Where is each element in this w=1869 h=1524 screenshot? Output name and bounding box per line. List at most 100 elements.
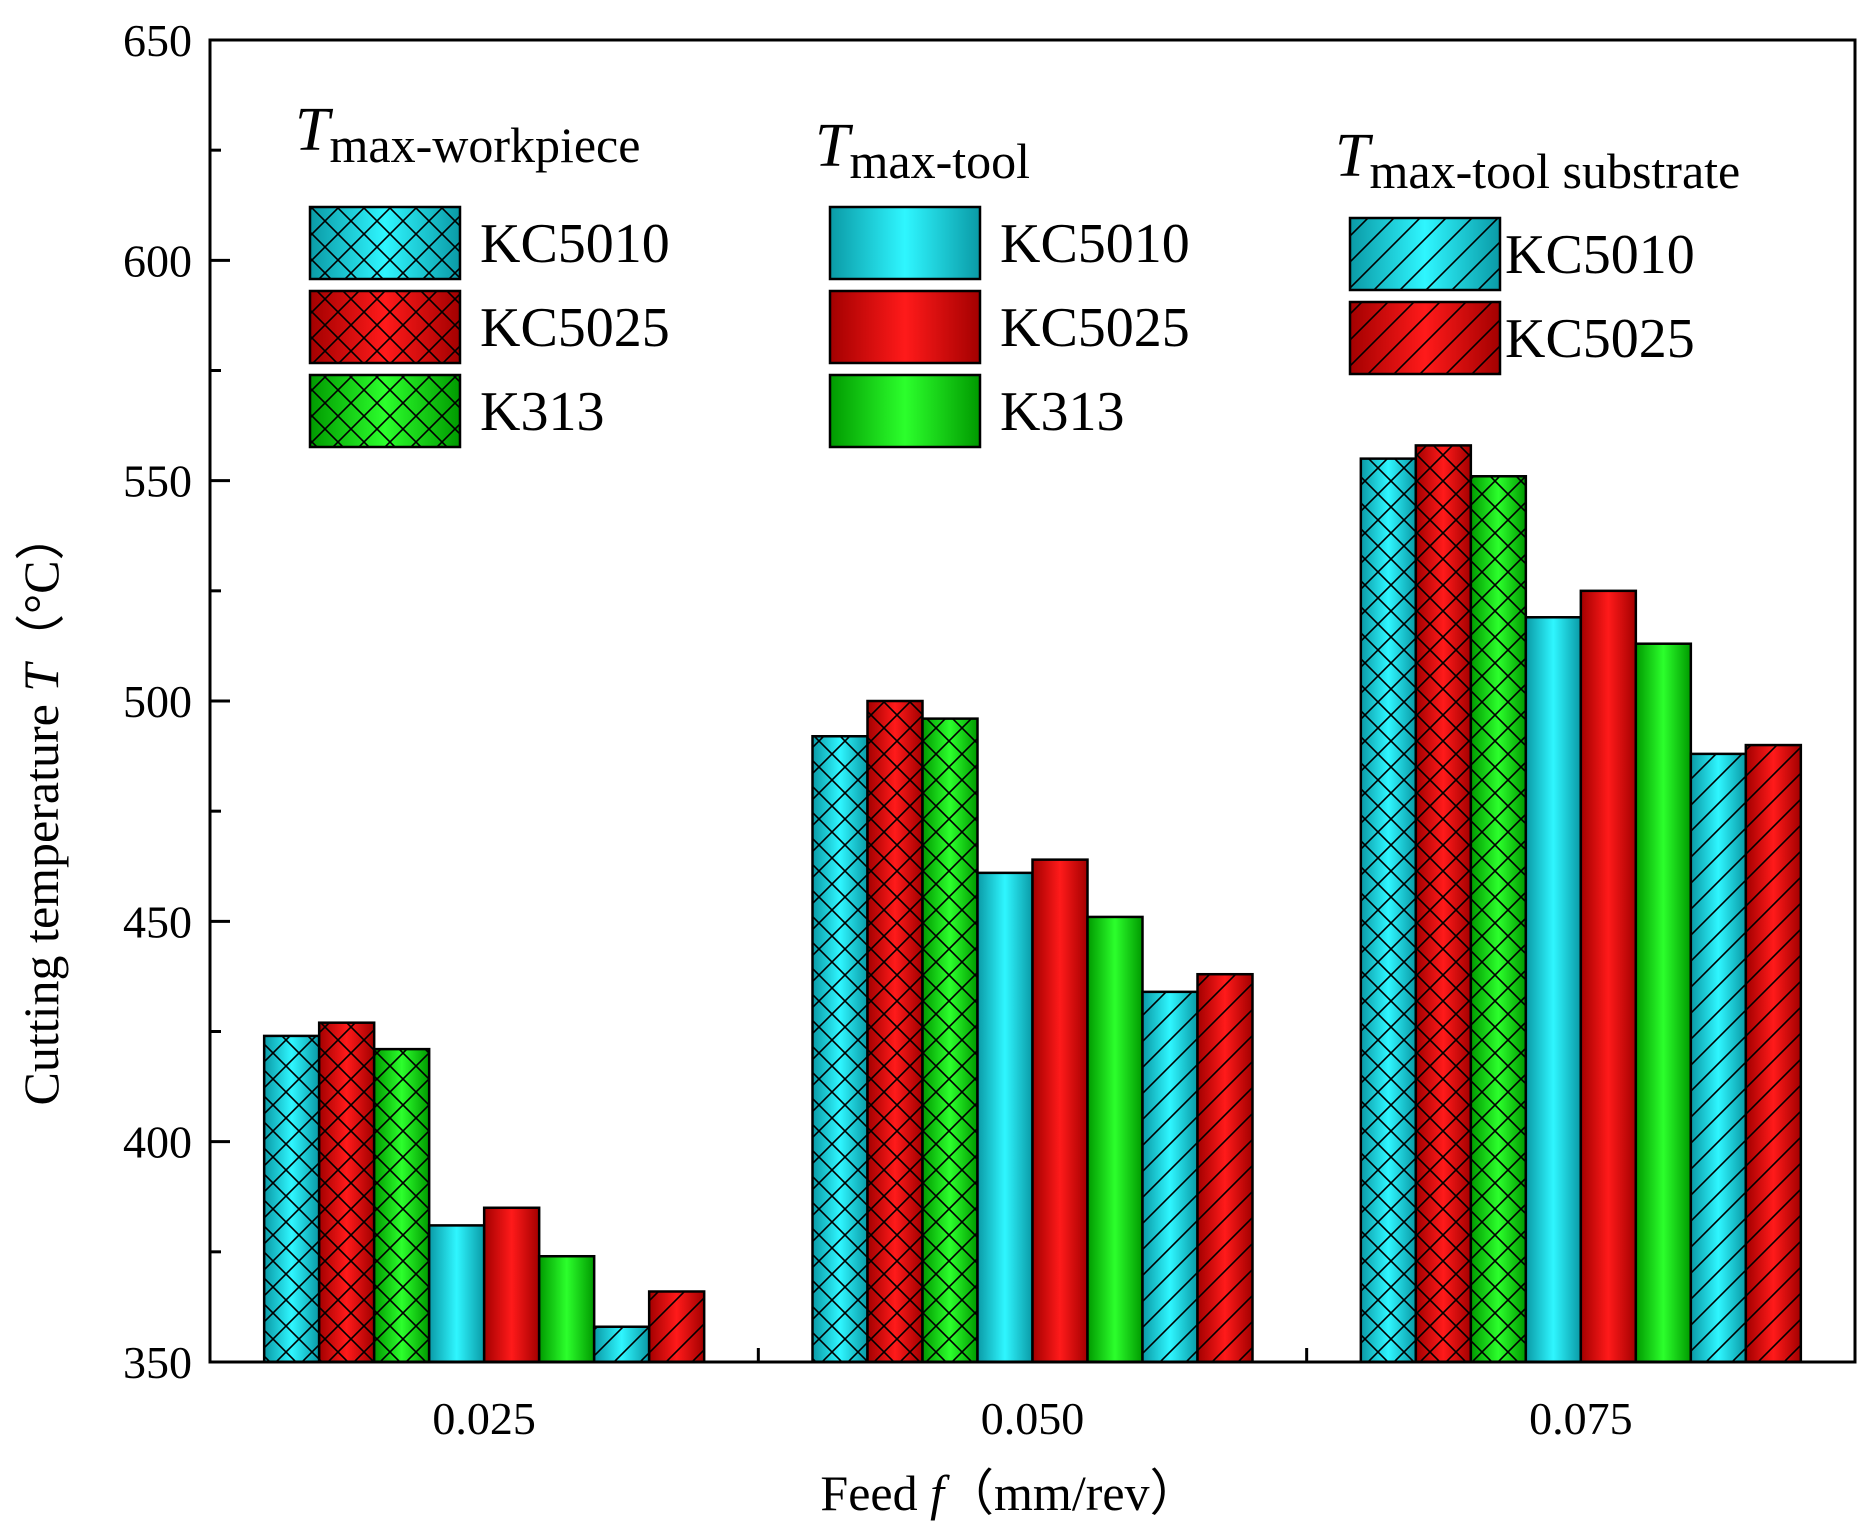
bar-hatch bbox=[319, 1022, 375, 1362]
bar bbox=[1031, 858, 1089, 1364]
bar-hatch bbox=[1745, 745, 1801, 1362]
bar bbox=[921, 717, 979, 1364]
bar bbox=[537, 1254, 596, 1364]
legend-item: K313 bbox=[828, 373, 1124, 449]
bar bbox=[1524, 616, 1583, 1364]
bar-fill bbox=[427, 1224, 486, 1364]
legend-label: K313 bbox=[1000, 381, 1124, 443]
bar bbox=[1196, 972, 1254, 1364]
legend-swatch bbox=[828, 373, 982, 449]
legend-item: KC5025 bbox=[308, 289, 670, 365]
bar-hatch bbox=[264, 1035, 320, 1362]
y-tick-label: 400 bbox=[123, 1117, 192, 1168]
y-tick-label: 650 bbox=[123, 15, 192, 66]
y-tick-label: 450 bbox=[123, 896, 192, 947]
y-tick-label: 600 bbox=[123, 235, 192, 286]
y-axis: 350 400 450 500 550 600 650 bbox=[123, 15, 230, 1388]
legend-swatch bbox=[828, 205, 982, 281]
bar-hatch bbox=[1360, 458, 1416, 1363]
x-axis-title: Feed f（mm/rev） bbox=[820, 1465, 1199, 1521]
legend-group-symbol: T bbox=[1335, 122, 1374, 190]
legend-group-title: Tmax-tool substrate bbox=[1335, 122, 1740, 199]
bar bbox=[1414, 444, 1473, 1364]
bar bbox=[1086, 915, 1144, 1364]
legend-label: KC5025 bbox=[1505, 308, 1695, 370]
bar-hatch bbox=[649, 1291, 705, 1362]
bar-hatch bbox=[594, 1326, 650, 1362]
legend-label: KC5010 bbox=[1000, 213, 1190, 275]
x-axis-title-prefix: Feed bbox=[820, 1465, 930, 1521]
bar bbox=[647, 1290, 706, 1364]
bar-fill bbox=[1086, 915, 1144, 1364]
legend-label: KC5010 bbox=[480, 213, 670, 275]
y-axis-title-prefix: Cutting temperature bbox=[13, 692, 69, 1106]
bar bbox=[372, 1047, 431, 1364]
bar bbox=[592, 1325, 651, 1364]
bar-hatch bbox=[1415, 445, 1471, 1362]
y-axis-title-symbol: T bbox=[13, 661, 69, 692]
bar-fill bbox=[1524, 616, 1583, 1364]
bar-fill bbox=[537, 1254, 596, 1364]
legend-swatch bbox=[828, 289, 982, 365]
bar-hatch bbox=[922, 718, 978, 1362]
legend-group-title: Tmax-workpiece bbox=[295, 96, 640, 173]
legend-swatch-hatch bbox=[1350, 218, 1500, 290]
y-axis-title-unit: （°C） bbox=[13, 511, 69, 664]
y-tick-label: 550 bbox=[123, 456, 192, 507]
bar-hatch bbox=[867, 701, 923, 1362]
legend-group-title: Tmax-tool bbox=[815, 112, 1030, 189]
legend-item: KC5010 bbox=[308, 205, 670, 281]
x-tick-label: 0.025 bbox=[432, 1393, 536, 1444]
bar bbox=[1141, 990, 1199, 1364]
bar bbox=[1359, 457, 1418, 1364]
bar-hatch bbox=[374, 1049, 430, 1362]
bar-fill bbox=[1634, 642, 1693, 1364]
legend-item: KC5010 bbox=[828, 205, 1190, 281]
legend-group-symbol: T bbox=[295, 96, 334, 164]
legend-item: KC5010 bbox=[1348, 216, 1695, 292]
legend-item: KC5025 bbox=[1348, 300, 1695, 376]
bar bbox=[866, 699, 924, 1364]
bar bbox=[976, 871, 1034, 1364]
legend-label: K313 bbox=[480, 381, 604, 443]
x-tick-label: 0.050 bbox=[981, 1393, 1085, 1444]
bar-fill bbox=[482, 1206, 541, 1364]
legend-label: KC5025 bbox=[1000, 297, 1190, 359]
legend-swatch-hatch bbox=[310, 207, 460, 279]
legend-group-subscript: max-tool substrate bbox=[1369, 143, 1740, 199]
legend-item: KC5025 bbox=[828, 289, 1190, 365]
bars-layer bbox=[262, 444, 1803, 1364]
bar-fill bbox=[1579, 589, 1638, 1364]
bar bbox=[1744, 743, 1803, 1364]
y-axis-title: Cutting temperature T（°C） bbox=[13, 511, 69, 1106]
bar bbox=[1634, 642, 1693, 1364]
bar-hatch bbox=[1197, 974, 1253, 1362]
x-tick-label: 0.075 bbox=[1529, 1393, 1633, 1444]
legend-group-subscript: max-tool bbox=[849, 133, 1030, 189]
legend-swatch-hatch bbox=[310, 291, 460, 363]
bar bbox=[1469, 475, 1528, 1364]
bar-hatch bbox=[1142, 991, 1198, 1362]
bar bbox=[1689, 752, 1748, 1364]
legend-label: KC5025 bbox=[480, 297, 670, 359]
legend-label: KC5010 bbox=[1505, 224, 1695, 286]
bar-hatch bbox=[812, 736, 868, 1362]
legend-item: K313 bbox=[308, 373, 604, 449]
bar bbox=[1579, 589, 1638, 1364]
bar bbox=[811, 735, 869, 1364]
legend-swatch-hatch bbox=[1350, 302, 1500, 374]
legend-swatch-hatch bbox=[310, 375, 460, 447]
bar bbox=[317, 1021, 376, 1364]
legend: Tmax-workpiece KC5010 KC5025 K313 Tmax-tool K… bbox=[295, 96, 1740, 449]
bar bbox=[262, 1034, 321, 1364]
bar-hatch bbox=[1690, 753, 1746, 1362]
bar bbox=[482, 1206, 541, 1364]
y-tick-label: 500 bbox=[123, 676, 192, 727]
bar-fill bbox=[976, 871, 1034, 1364]
bar-hatch bbox=[1470, 476, 1526, 1362]
x-axis: 0.025 0.050 0.075 bbox=[432, 1348, 1633, 1444]
legend-group-subscript: max-workpiece bbox=[329, 117, 640, 173]
y-tick-label: 350 bbox=[123, 1337, 192, 1388]
bar-fill bbox=[1031, 858, 1089, 1364]
